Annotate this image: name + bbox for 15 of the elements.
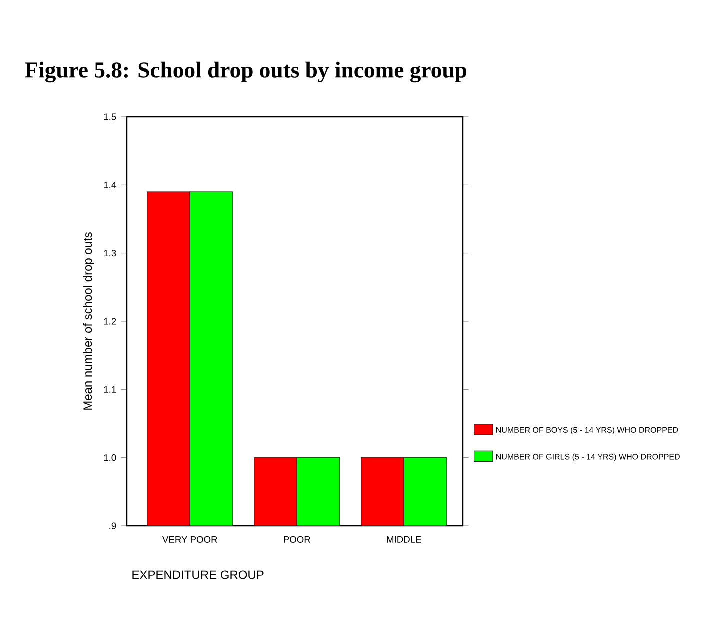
y-tick-label: 1.2 — [104, 318, 116, 325]
y-tick-label: 1.0 — [104, 454, 116, 462]
x-tick-label: VERY POOR — [162, 536, 218, 543]
y-axis-title: Mean number of school drop outs — [83, 232, 94, 410]
x-tick-label: MIDDLE — [387, 536, 422, 543]
x-axis-title: EXPENDITURE GROUP — [132, 570, 264, 580]
y-tick-label: 1.4 — [104, 182, 116, 188]
y-tick-label: 1.1 — [104, 386, 116, 393]
y-tick-label: 1.5 — [104, 114, 116, 120]
y-tick-label: .9 — [110, 522, 116, 530]
x-tick-label: POOR — [284, 536, 310, 543]
legend-label: NUMBER OF GIRLS (5 - 14 YRS) WHO DROPPED — [496, 454, 680, 462]
chart-title: Figure 5.8: School drop outs by income group — [25, 62, 467, 83]
y-tick-label: 1.3 — [104, 250, 116, 257]
legend-label: NUMBER OF BOYS (5 - 14 YRS) WHO DROPPED — [496, 427, 678, 435]
